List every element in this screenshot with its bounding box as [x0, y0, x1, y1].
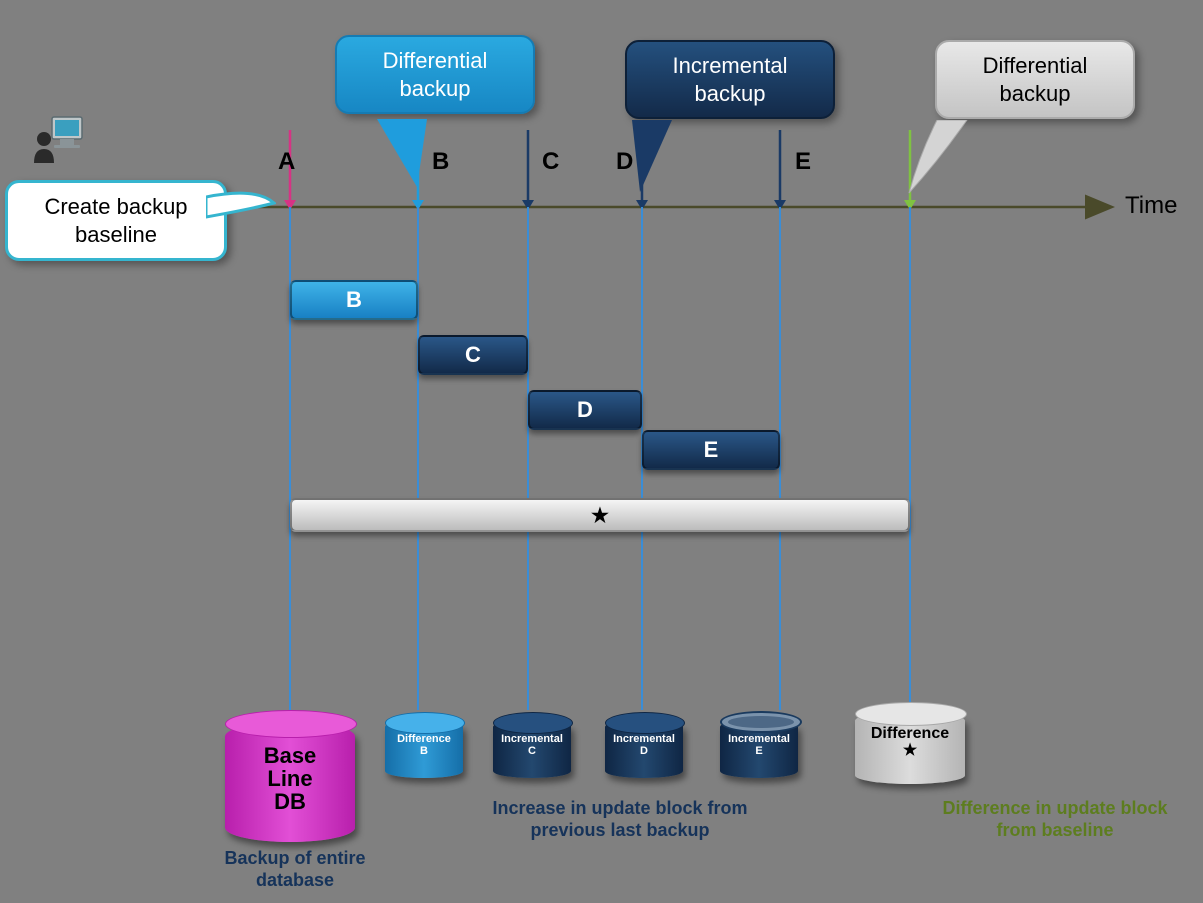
caption-incremental: Increase in update block from previous l…	[470, 798, 770, 841]
arrow-e	[772, 130, 788, 210]
cylinder-diff-b: Difference B	[385, 720, 463, 778]
cylinder-inc-c-label: Incremental C	[501, 733, 563, 757]
tick-e: E	[795, 148, 811, 176]
bar-e: E	[642, 430, 780, 470]
tick-c: C	[542, 148, 559, 176]
cylinder-inc-e: Incremental E	[720, 720, 798, 778]
bar-b: B	[290, 280, 418, 320]
bar-d: D	[528, 390, 642, 430]
callout-create-baseline: Create backup baseline	[5, 180, 227, 261]
caption-differential: Difference in update block from baseline	[930, 798, 1180, 841]
timeline-axis	[0, 0, 1203, 903]
callout-incremental: Incremental backup	[625, 40, 835, 119]
bar-d-label: D	[577, 397, 593, 423]
bar-c: C	[418, 335, 528, 375]
timeline-label: Time	[1125, 192, 1177, 220]
vline-c	[527, 207, 529, 710]
bar-c-label: C	[465, 342, 481, 368]
cylinder-diff-b-label: Difference B	[397, 733, 451, 757]
bar-star: ★	[290, 498, 910, 532]
bar-e-label: E	[704, 437, 719, 463]
caption-baseline: Backup of entire database	[195, 848, 395, 891]
callout-create-baseline-text: Create backup baseline	[44, 194, 187, 247]
cylinder-diff-star-label: Difference ★	[871, 725, 949, 759]
callout-incremental-text: Incremental backup	[673, 53, 788, 106]
cylinder-inc-c: Incremental C	[493, 720, 571, 778]
callout-differential-2-text: Differential backup	[983, 53, 1088, 106]
vline-diff2	[909, 207, 911, 710]
cylinder-baseline: Base Line DB	[225, 722, 355, 842]
cylinder-diff-star: Difference ★	[855, 712, 965, 784]
arrow-c	[520, 130, 536, 210]
tick-a: A	[278, 148, 295, 176]
bar-star-label: ★	[591, 503, 609, 528]
cylinder-inc-d: Incremental D	[605, 720, 683, 778]
cylinder-inc-e-label: Incremental E	[728, 733, 790, 757]
cylinder-baseline-label: Base Line DB	[264, 743, 317, 814]
callout-differential-1-text: Differential backup	[383, 48, 488, 101]
cylinder-inc-d-label: Incremental D	[613, 733, 675, 757]
callout-differential-1: Differential backup	[335, 35, 535, 114]
callout-differential-2: Differential backup	[935, 40, 1135, 119]
bar-b-label: B	[346, 287, 362, 313]
